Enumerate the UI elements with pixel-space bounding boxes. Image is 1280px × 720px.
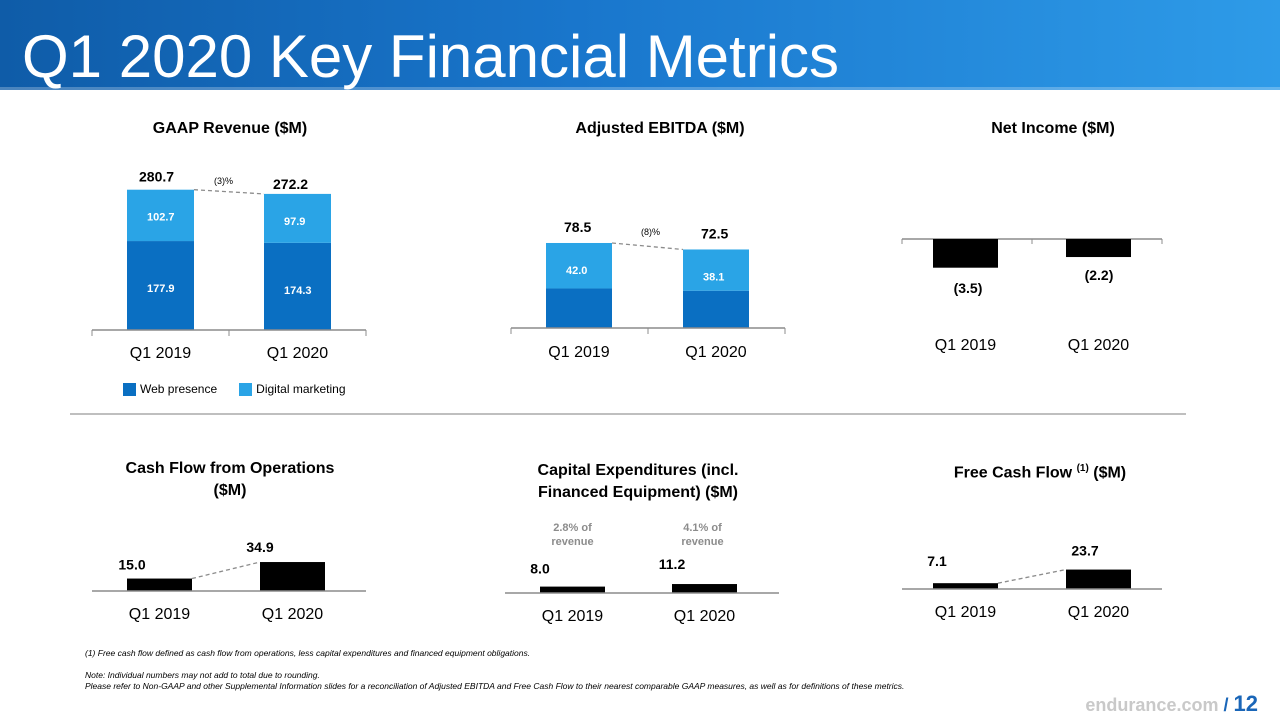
legend-label: Digital marketing — [256, 382, 346, 396]
category-label: Q1 2020 — [1068, 337, 1129, 354]
banner-stripe — [0, 87, 1280, 90]
bar — [672, 584, 737, 593]
category-label: Q1 2019 — [542, 608, 603, 625]
chart-title-cash-flow-operations: Cash Flow from Operations ($M) — [80, 458, 380, 502]
category-label: Q1 2019 — [935, 337, 996, 354]
footnote-spacer — [85, 659, 904, 670]
change-label: (3)% — [214, 176, 233, 186]
legend-label: Web presence — [140, 382, 218, 396]
segment-label: 177.9 — [147, 283, 175, 295]
segment-label: 36.5 — [566, 330, 587, 342]
total-label: 72.5 — [701, 225, 728, 241]
segment-label: 97.9 — [284, 216, 305, 228]
legend-swatch — [123, 382, 136, 396]
category-label: Q1 2019 — [129, 606, 190, 623]
value-label: 7.1 — [927, 553, 947, 569]
trend-connector — [191, 561, 261, 580]
change-label: (8)% — [641, 227, 660, 237]
footnotes: (1) Free cash flow defined as cash flow … — [85, 648, 904, 692]
value-label: 8.0 — [530, 561, 550, 577]
bar-segment — [546, 288, 612, 328]
chart-title-free-cash-flow: Free Cash Flow (1) ($M) — [900, 458, 1180, 484]
legend: Web presence Digital marketing — [123, 382, 368, 396]
brand-url: endurance.com — [1085, 695, 1219, 715]
bar — [260, 562, 325, 591]
bar — [1066, 569, 1131, 589]
value-label: 11.2 — [659, 556, 686, 572]
segment-label: 174.3 — [284, 285, 312, 297]
chart-title-text: Free Cash Flow — [953, 464, 1077, 482]
legend-swatch — [239, 382, 253, 396]
category-label: Q1 2019 — [935, 604, 996, 621]
category-label: Q1 2019 — [130, 345, 191, 362]
bar-segment — [127, 241, 194, 330]
value-label: (2.2) — [1085, 267, 1114, 283]
footnote-note: Note: Individual numbers may not add to … — [85, 670, 320, 680]
section-divider — [70, 413, 1186, 415]
value-label: (3.5) — [954, 280, 983, 296]
annotation-label: 2.8% of — [553, 522, 592, 534]
footnote-marker: (1) — [1076, 463, 1089, 474]
bar-segment — [683, 290, 749, 328]
bar-segment — [127, 189, 194, 242]
chart-title-net-income: Net Income ($M) — [991, 120, 1115, 137]
title-banner: Q1 2020 Key Financial Metrics — [0, 0, 1280, 90]
bar-segment — [264, 193, 331, 243]
bar — [1066, 239, 1131, 258]
category-label: Q1 2020 — [262, 606, 323, 623]
category-label: Q1 2020 — [685, 344, 746, 361]
category-label: Q1 2020 — [674, 608, 735, 625]
category-label: Q1 2019 — [548, 344, 609, 361]
annotation-label: revenue — [681, 536, 723, 548]
legend-item-web-presence: Web presence — [123, 382, 217, 396]
annotation-label: 4.1% of — [683, 522, 722, 534]
total-label: 272.2 — [273, 176, 308, 192]
trend-connector — [193, 189, 265, 195]
brand-slash: / — [1223, 695, 1229, 715]
segment-label: 38.1 — [703, 271, 724, 283]
bar-segment — [546, 242, 612, 289]
bar — [540, 586, 605, 593]
value-label: 15.0 — [118, 557, 145, 573]
category-label: Q1 2020 — [1068, 604, 1129, 621]
chart-title-line: ($M) — [213, 482, 247, 499]
chart-title-line: Financed Equipment) ($M) — [538, 484, 738, 501]
segment-label: 34.4 — [703, 333, 725, 345]
page-title: Q1 2020 Key Financial Metrics — [22, 23, 840, 90]
chart-title-gaap-revenue: GAAP Revenue ($M) — [152, 120, 308, 137]
segment-label: 42.0 — [566, 265, 587, 277]
trend-connector — [611, 242, 684, 251]
bar — [127, 578, 192, 591]
page-number: 12 — [1233, 691, 1258, 716]
legend-item-digital-marketing: Digital marketing — [239, 382, 346, 396]
value-label: 34.9 — [246, 539, 273, 555]
bar — [933, 583, 998, 589]
bar-segment — [264, 242, 331, 330]
value-label: 23.7 — [1071, 543, 1098, 559]
category-label: Q1 2020 — [267, 345, 328, 362]
bar — [933, 239, 998, 268]
annotation-label: revenue — [551, 536, 593, 548]
segment-label: 102.7 — [147, 212, 175, 224]
footnote-reference: Please refer to Non-GAAP and other Suppl… — [85, 681, 905, 691]
brand-footer: endurance.com / 12 — [1085, 691, 1258, 717]
chart-title-line: Cash Flow from Operations — [125, 460, 335, 477]
chart-title-adjusted-ebitda: Adjusted EBITDA ($M) — [575, 120, 745, 137]
chart-title-text: ($M) — [1088, 464, 1127, 482]
total-label: 78.5 — [564, 219, 591, 235]
footnote-1: (1) Free cash flow defined as cash flow … — [85, 648, 531, 658]
trend-connector — [997, 568, 1067, 584]
chart-title-capital-expenditures: Capital Expenditures (incl. Financed Equ… — [488, 460, 788, 504]
total-label: 280.7 — [139, 169, 174, 185]
bar-segment — [683, 249, 749, 291]
chart-title-line: Capital Expenditures (incl. — [537, 462, 739, 479]
